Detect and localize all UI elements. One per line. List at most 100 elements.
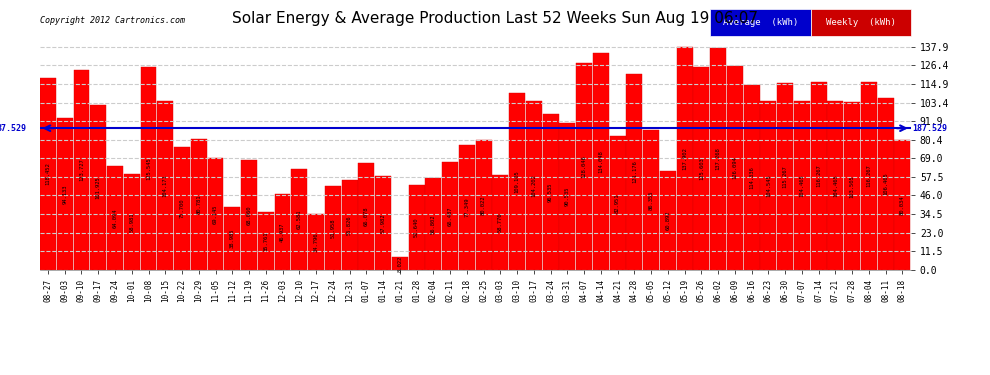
Bar (409, 185, 425, 270)
Text: 104.545: 104.545 (766, 174, 771, 197)
Text: 68.060: 68.060 (247, 205, 251, 225)
Text: 104.465: 104.465 (799, 174, 805, 197)
Bar (828, 101, 843, 270)
Text: 94.133: 94.133 (62, 184, 67, 204)
Bar (861, 82, 877, 270)
Text: 82.951: 82.951 (615, 193, 620, 213)
Bar (208, 158, 224, 270)
Text: 35.761: 35.761 (263, 231, 268, 251)
Bar (610, 136, 626, 270)
Bar (73, 70, 89, 270)
Bar (124, 174, 140, 270)
Text: 128.046: 128.046 (581, 155, 587, 178)
Bar (526, 101, 542, 270)
Bar (242, 160, 257, 270)
Text: 101.925: 101.925 (96, 176, 101, 199)
Text: 87.529: 87.529 (0, 124, 27, 133)
Text: 34.796: 34.796 (314, 232, 319, 252)
Bar (760, 100, 776, 270)
Text: 103.505: 103.505 (849, 175, 854, 198)
Text: 80.034: 80.034 (900, 195, 905, 215)
Bar (459, 145, 475, 270)
Bar (693, 66, 709, 270)
Text: 66.078: 66.078 (363, 207, 369, 226)
Bar (509, 93, 525, 270)
Bar (56, 117, 72, 270)
Bar (191, 139, 207, 270)
Bar (794, 101, 810, 270)
Text: 125.603: 125.603 (699, 157, 704, 180)
Bar (342, 180, 357, 270)
Bar (743, 85, 759, 270)
Text: Solar Energy & Average Production Last 52 Weeks Sun Aug 19 06:07: Solar Energy & Average Production Last 5… (232, 11, 758, 26)
Text: 104.202: 104.202 (532, 174, 537, 197)
Text: 125.545: 125.545 (146, 157, 151, 180)
Text: 187.529: 187.529 (913, 124, 947, 133)
Text: 104.465: 104.465 (833, 174, 838, 197)
Bar (543, 114, 558, 270)
Text: 137.902: 137.902 (682, 147, 687, 170)
Bar (443, 162, 458, 270)
Bar (392, 257, 408, 270)
Text: 52.640: 52.640 (414, 217, 419, 237)
FancyBboxPatch shape (811, 9, 911, 36)
Text: 38.985: 38.985 (230, 229, 235, 248)
Text: 109.105: 109.105 (515, 170, 520, 193)
Bar (291, 169, 307, 270)
Text: 55.826: 55.826 (347, 215, 352, 234)
Bar (811, 82, 827, 270)
Bar (559, 123, 575, 270)
Text: 58.776: 58.776 (498, 213, 503, 232)
Text: 58.981: 58.981 (130, 213, 135, 232)
Text: Copyright 2012 Cartronics.com: Copyright 2012 Cartronics.com (40, 16, 184, 25)
Bar (710, 48, 726, 270)
Text: 60.892: 60.892 (665, 211, 670, 230)
Text: 104.171: 104.171 (162, 174, 167, 197)
Text: 77.349: 77.349 (464, 198, 469, 217)
Text: 96.535: 96.535 (548, 182, 553, 202)
Bar (257, 212, 273, 270)
Text: 80.781: 80.781 (196, 195, 201, 214)
Bar (576, 63, 592, 270)
Text: 116.267: 116.267 (866, 165, 871, 187)
Bar (375, 176, 391, 270)
Bar (895, 140, 911, 270)
Bar (627, 74, 643, 270)
Bar (40, 78, 55, 270)
Text: 134.048: 134.048 (598, 150, 603, 173)
Text: 118.452: 118.452 (46, 163, 50, 185)
Text: 57.982: 57.982 (380, 213, 385, 233)
Bar (358, 163, 374, 270)
Bar (174, 147, 190, 270)
Bar (107, 166, 123, 270)
Bar (878, 98, 894, 270)
Text: 106.465: 106.465 (883, 172, 888, 195)
Text: 64.094: 64.094 (113, 209, 118, 228)
Text: 51.958: 51.958 (331, 218, 336, 238)
Text: 126.094: 126.094 (733, 156, 738, 179)
Text: 116.267: 116.267 (816, 165, 821, 187)
Text: 90.535: 90.535 (565, 187, 570, 206)
Bar (475, 140, 492, 270)
Text: 69.145: 69.145 (213, 204, 218, 224)
Text: 62.581: 62.581 (297, 210, 302, 229)
Text: 123.727: 123.727 (79, 158, 84, 181)
Text: 75.700: 75.700 (179, 199, 184, 219)
Bar (325, 186, 341, 270)
Bar (844, 102, 860, 270)
Bar (677, 46, 693, 270)
FancyBboxPatch shape (711, 9, 811, 36)
Bar (593, 53, 609, 270)
Text: 115.267: 115.267 (783, 165, 788, 188)
Text: 80.022: 80.022 (481, 195, 486, 215)
Bar (644, 130, 659, 270)
Text: 46.937: 46.937 (280, 222, 285, 242)
Text: 8.022: 8.022 (397, 255, 402, 272)
Text: 137.268: 137.268 (716, 147, 721, 170)
Bar (225, 207, 241, 270)
Text: 86.355: 86.355 (648, 190, 653, 210)
Bar (660, 171, 676, 270)
Bar (492, 175, 508, 270)
Bar (426, 178, 442, 270)
Text: Weekly  (kWh): Weekly (kWh) (826, 18, 896, 27)
